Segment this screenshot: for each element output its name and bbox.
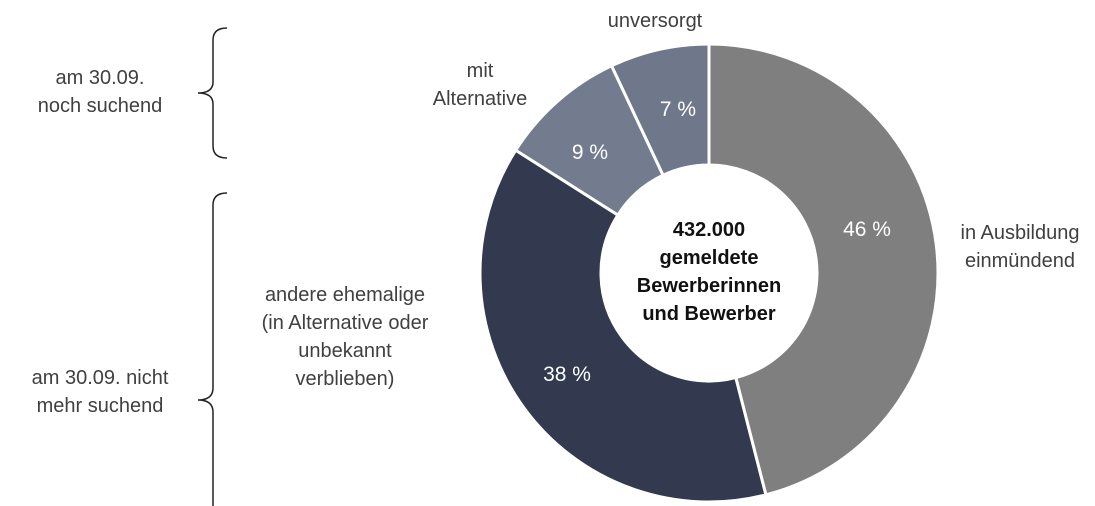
center-label: 432.000 gemeldete Bewerberinnen und Bewerbe… — [637, 219, 781, 325]
category-label: andere ehemalige (in Alternative oder unbe… — [262, 284, 429, 390]
slice — [513, 63, 666, 218]
brace — [197, 27, 228, 159]
annotation: am 30.09. noch suchend — [38, 67, 163, 117]
category-label: in Ausbildung einmündend — [961, 222, 1080, 272]
annotation: am 30.09. nicht mehr suchend — [32, 367, 169, 417]
value-label: 46 % — [843, 218, 891, 241]
brace — [197, 192, 228, 506]
slice — [707, 42, 940, 497]
category-label: unversorgt — [608, 10, 703, 32]
value-label: 9 % — [572, 141, 608, 164]
slice — [478, 148, 768, 504]
value-label: 7 % — [660, 98, 696, 121]
value-label: 38 % — [543, 363, 591, 386]
category-label: mit Alternative — [433, 60, 528, 110]
